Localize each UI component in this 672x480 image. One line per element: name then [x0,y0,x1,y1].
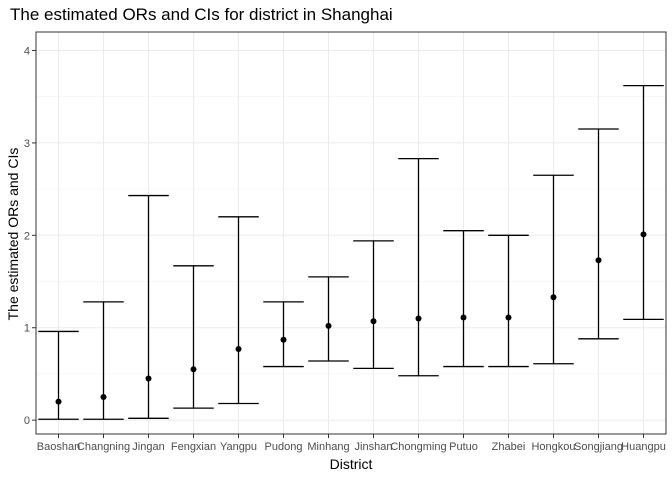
panel-border [35,31,667,435]
x-tick-label-huangpu: Huangpu [621,441,666,453]
point-fengxian [190,366,197,373]
x-tick-label-chongming: Chongming [390,441,446,453]
x-tick-label-baoshan: Baoshan [37,441,80,453]
x-axis-title: District [330,456,373,472]
y-tick-label: 2 [24,230,30,242]
x-tick-label-songjiang: Songjiang [574,441,623,453]
point-changning [100,394,107,401]
point-songjiang [595,257,602,264]
x-tick-label-yangpu: Yangpu [220,441,257,453]
y-tick-label: 0 [24,415,30,427]
y-tick-label: 3 [24,138,30,150]
x-tick-label-hongkou: Hongkou [531,441,575,453]
point-huangpu [640,231,647,238]
y-axis-title: The estimated ORs and CIs [5,148,21,321]
point-jinshan [370,318,377,325]
grid [36,32,666,434]
y-tick-label: 1 [24,323,30,335]
x-tick-label-jingan: Jingan [132,441,164,453]
point-chongming [415,315,422,322]
chart-title: The estimated ORs and CIs for district i… [10,5,393,24]
point-zhabei [505,314,512,321]
y-tick-label: 4 [24,45,30,57]
x-tick-label-changning: Changning [77,441,130,453]
x-tick-label-pudong: Pudong [265,441,303,453]
point-minhang [325,322,332,329]
panel-background [36,32,666,434]
x-tick-label-zhabei: Zhabei [492,441,526,453]
point-pudong [280,336,287,343]
point-putuo [460,314,467,321]
point-jingan [145,375,152,382]
x-tick-label-putuo: Putuo [449,441,478,453]
point-yangpu [235,345,242,352]
error-bars [38,84,664,420]
x-tick-label-jinshan: Jinshan [355,441,393,453]
x-tick-label-fengxian: Fengxian [171,441,216,453]
x-tick-label-minhang: Minhang [307,441,349,453]
point-hongkou [550,294,557,301]
point-baoshan [55,398,62,405]
